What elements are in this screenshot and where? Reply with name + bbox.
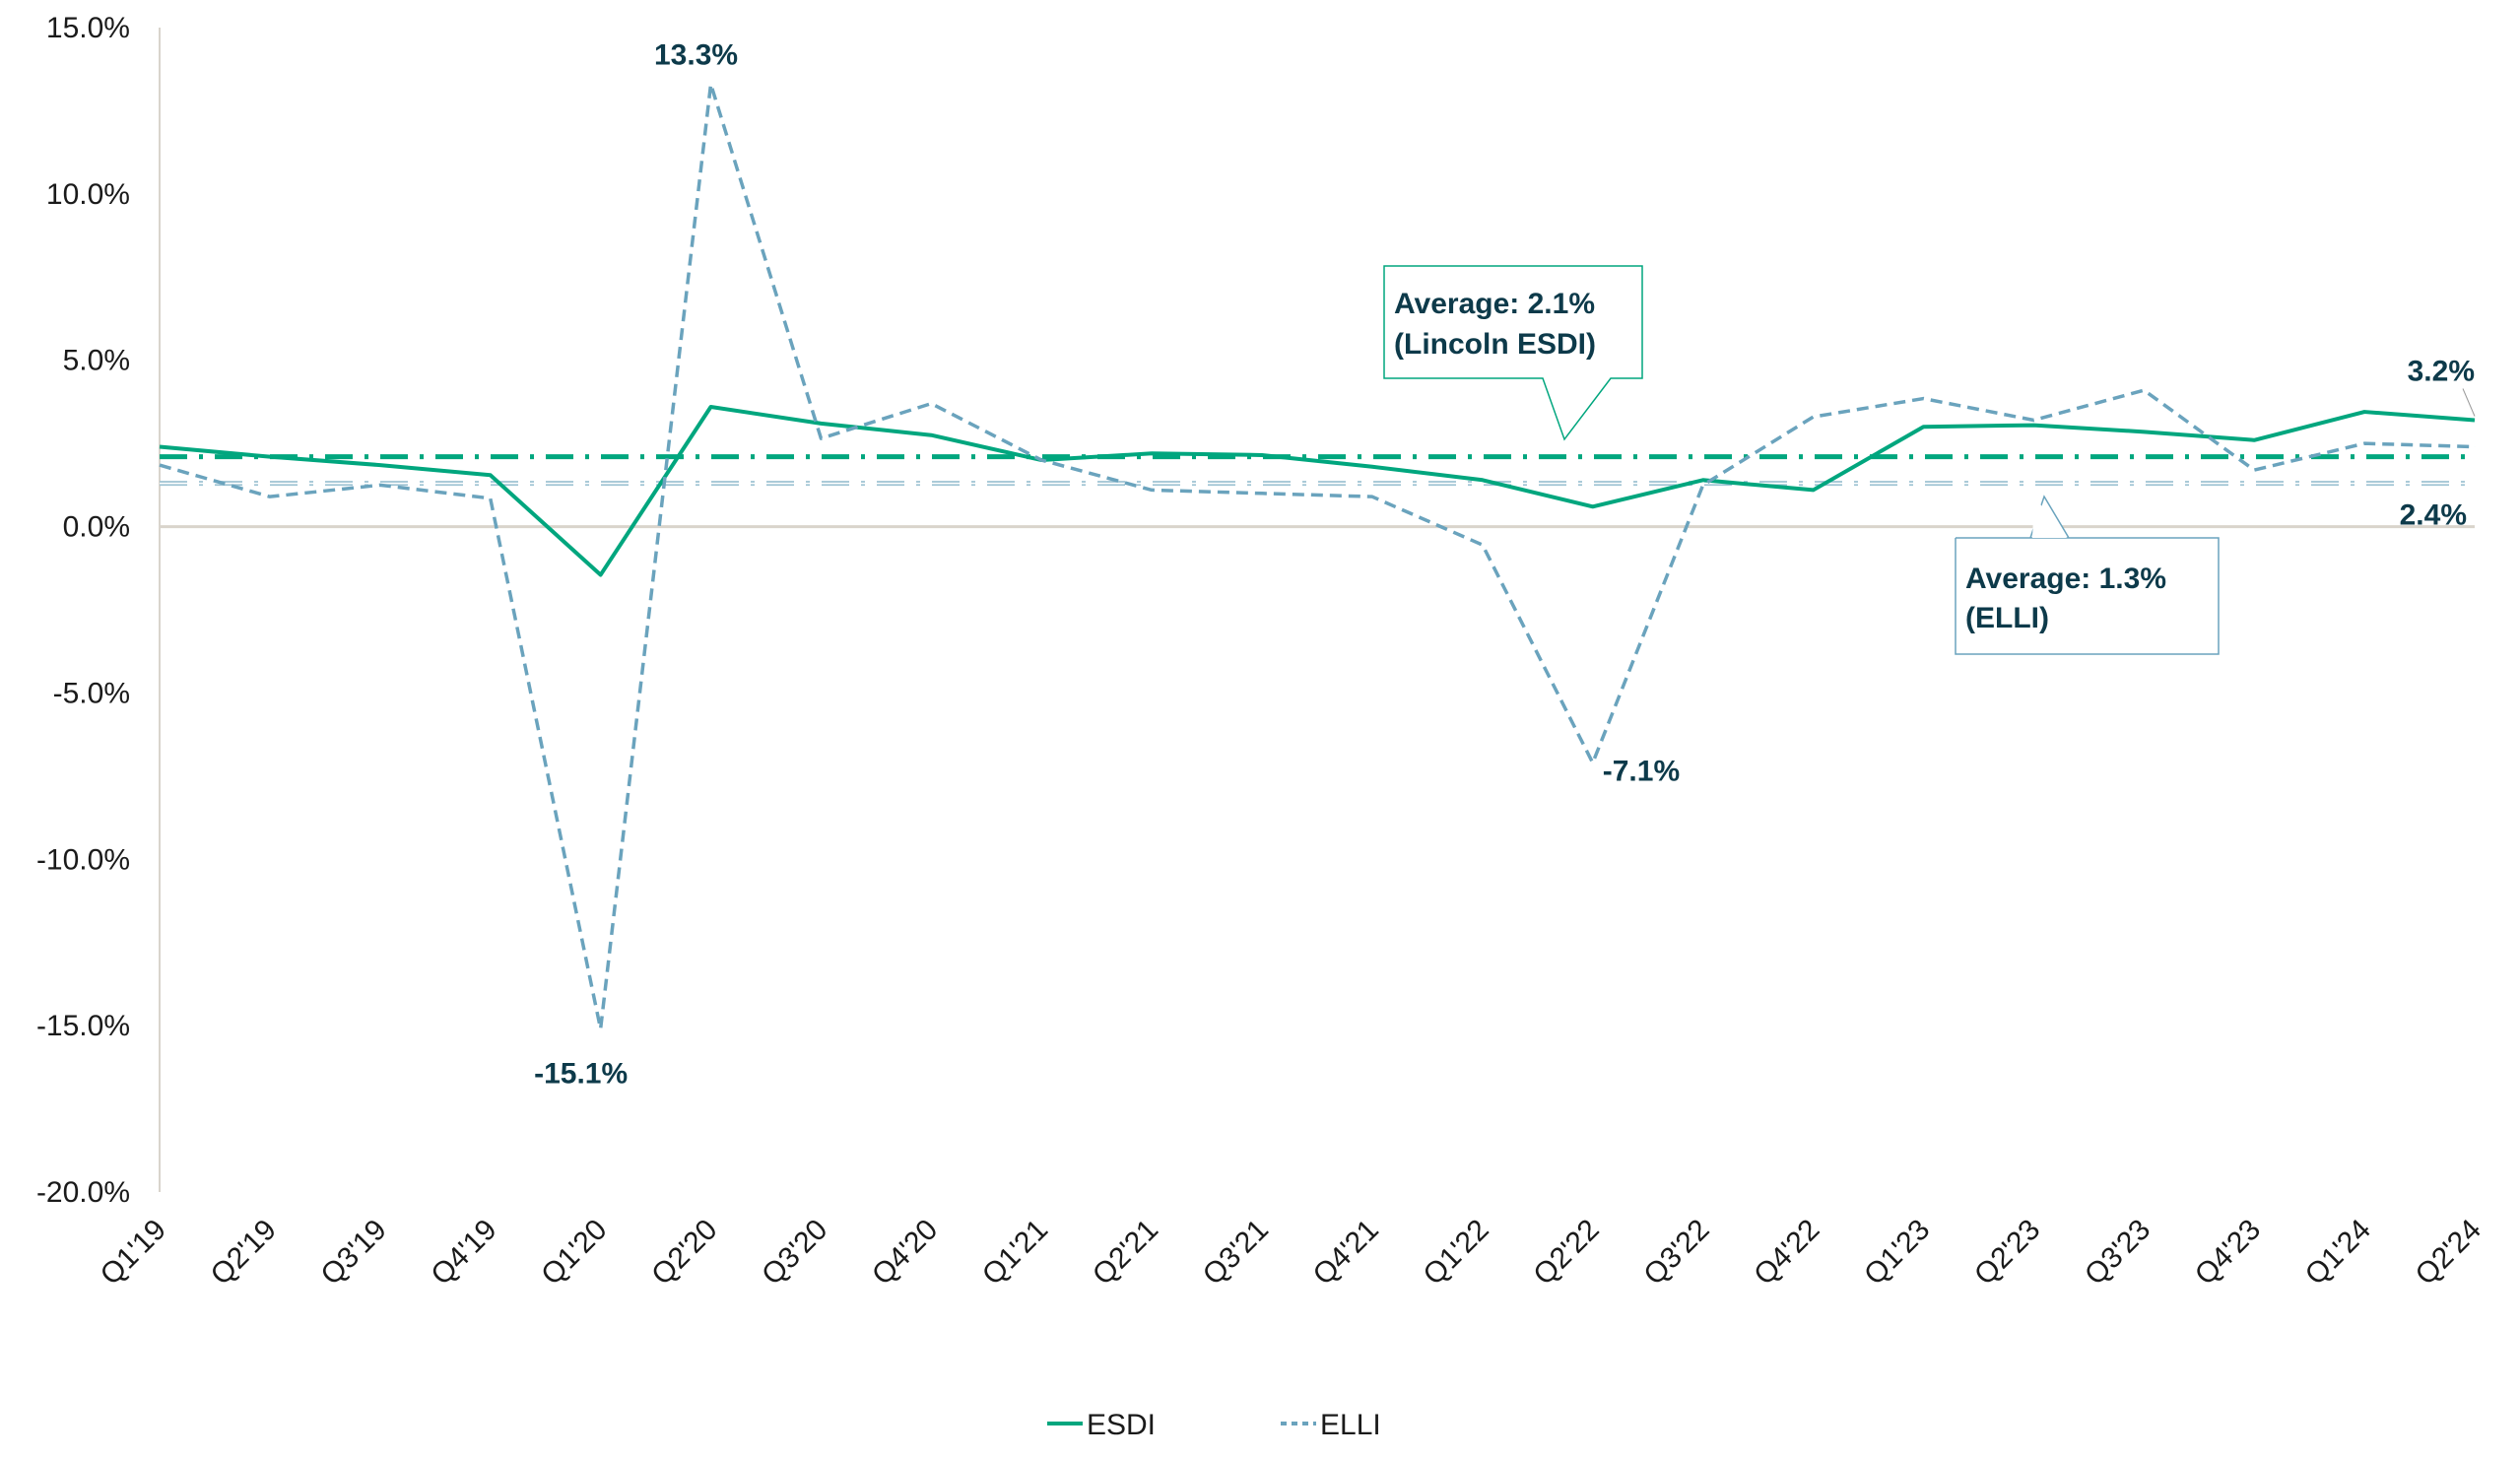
- x-tick-label: Q2'22: [1527, 1214, 1605, 1292]
- y-tick-label: -15.0%: [36, 1010, 130, 1042]
- x-tick-label: Q2'19: [205, 1214, 283, 1292]
- x-tick-label: Q1'23: [1858, 1214, 1936, 1292]
- x-tick-label: Q4'19: [425, 1214, 502, 1292]
- x-tick-label: Q4'20: [866, 1214, 944, 1292]
- x-tick-label: Q1'21: [976, 1214, 1054, 1292]
- data-label: 3.2%: [2408, 356, 2475, 388]
- average-callout-elli-mask: [1965, 497, 2067, 538]
- x-tick-label: Q3'20: [756, 1214, 833, 1292]
- x-tick-label: Q3'21: [1197, 1214, 1275, 1292]
- y-tick-label: -20.0%: [36, 1176, 130, 1209]
- y-tick-label: 0.0%: [63, 511, 130, 544]
- x-tick-label: Q1'22: [1418, 1214, 1495, 1292]
- x-tick-label: Q3'19: [314, 1214, 392, 1292]
- average-callout-elli-line1: Average: 1.3%: [1965, 563, 2166, 595]
- x-tick-label: Q3'22: [1637, 1214, 1715, 1292]
- y-tick-label: 15.0%: [46, 12, 130, 44]
- x-tick-label: Q4'22: [1748, 1214, 1825, 1292]
- x-tick-label: Q1'24: [2299, 1214, 2377, 1292]
- x-tick-label: Q2'24: [2410, 1214, 2487, 1292]
- data-label: -7.1%: [1603, 755, 1680, 787]
- y-tick-label: -10.0%: [36, 843, 130, 876]
- series-line-elli: [159, 82, 2476, 1031]
- y-tick-label: 5.0%: [63, 345, 130, 377]
- x-tick-label: Q4'21: [1307, 1214, 1385, 1292]
- y-tick-label: 10.0%: [46, 178, 130, 211]
- average-callout-esdi-line2: (Lincoln ESDI): [1394, 328, 1596, 361]
- data-label: 2.4%: [2400, 499, 2467, 532]
- average-callout-esdi-line1: Average: 2.1%: [1394, 288, 1595, 320]
- x-tick-label: Q1'20: [535, 1214, 613, 1292]
- x-tick-label: Q2'21: [1087, 1214, 1164, 1292]
- legend-label-esdi: ESDI: [1087, 1409, 1156, 1441]
- x-tick-label: Q1'19: [95, 1214, 172, 1292]
- data-label: 13.3%: [654, 38, 738, 71]
- leader-line: [2462, 388, 2476, 417]
- y-tick-label: -5.0%: [53, 677, 130, 709]
- series-line-esdi: [159, 404, 2476, 577]
- average-callout-elli-line2: (ELLI): [1965, 602, 2049, 634]
- average-callout-esdi: [1383, 265, 1643, 441]
- x-tick-label: Q2'23: [1968, 1214, 2046, 1292]
- legend-label-elli: ELLI: [1320, 1409, 1381, 1441]
- x-tick-label: Q2'20: [645, 1214, 723, 1292]
- x-tick-label: Q3'23: [2079, 1214, 2156, 1292]
- data-label: -15.1%: [534, 1058, 628, 1091]
- x-tick-label: Q4'23: [2189, 1214, 2267, 1292]
